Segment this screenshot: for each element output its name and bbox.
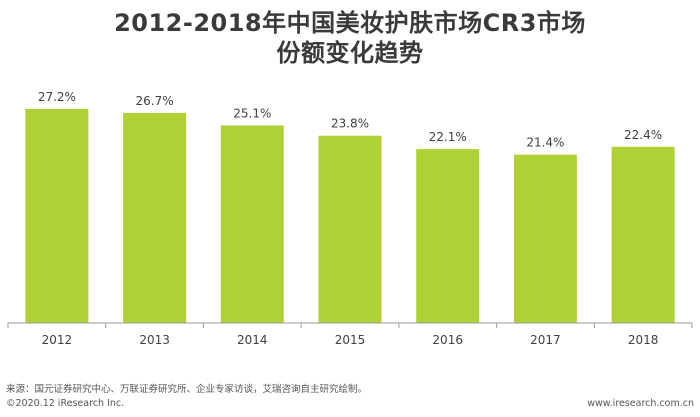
source-note: 来源：国元证券研究中心、万联证券研究所、企业专家访谈，艾瑞咨询自主研究绘制。 [6, 384, 368, 395]
bar-2014 [220, 125, 284, 323]
x-tick-label-2018: 2018 [628, 333, 659, 347]
bar-2015 [318, 135, 382, 323]
data-label-2016: 22.1% [429, 130, 467, 144]
bar-2013 [123, 112, 187, 324]
chart-title: 2012-2018年中国美妆护肤市场CR3市场 份额变化趋势 [0, 8, 700, 68]
chart-title-line-1: 2012-2018年中国美妆护肤市场CR3市场 [114, 9, 586, 37]
x-tick-label-2015: 2015 [335, 333, 366, 347]
bar-2012 [25, 109, 89, 323]
bar-2016 [416, 149, 480, 323]
x-tick-label-2017: 2017 [530, 333, 561, 347]
data-label-2014: 25.1% [233, 107, 271, 121]
bar-2017 [513, 154, 577, 323]
data-label-2013: 26.7% [136, 94, 174, 108]
data-label-2018: 22.4% [624, 128, 662, 142]
data-label-2015: 23.8% [331, 117, 369, 131]
x-tick-label-2012: 2012 [42, 333, 73, 347]
x-tick-label-2013: 2013 [139, 333, 170, 347]
chart-title-line-2: 份额变化趋势 [276, 39, 424, 67]
bar-2018 [611, 146, 675, 323]
website-link[interactable]: www.iresearch.com.cn [587, 398, 694, 409]
copyright-text: ©2020.12 iResearch Inc. [6, 398, 125, 409]
x-tick-label-2016: 2016 [432, 333, 463, 347]
x-tick-label-2014: 2014 [237, 333, 268, 347]
data-label-2017: 21.4% [526, 136, 564, 150]
data-label-2012: 27.2% [38, 90, 76, 104]
